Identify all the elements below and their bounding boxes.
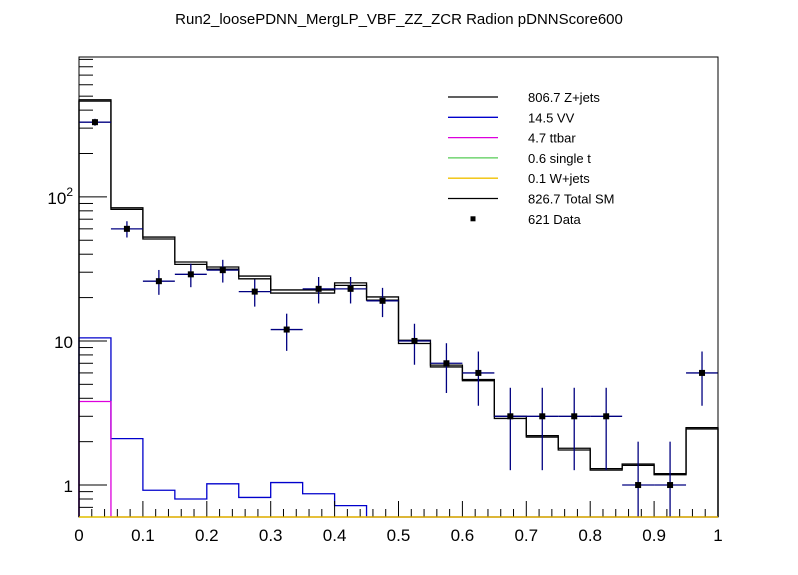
data-point [398, 323, 431, 365]
legend-label: 0.6 single t [528, 151, 591, 166]
data-point [110, 221, 143, 238]
data-point [590, 387, 623, 471]
data-point [142, 269, 175, 295]
chart-title: Run2_loosePDNN_MergLP_VBF_ZZ_ZCR Radion … [175, 11, 623, 28]
data-marker [507, 413, 514, 420]
legend-label: 0.1 W+jets [528, 171, 590, 186]
data-marker [667, 482, 674, 489]
data-marker [123, 225, 130, 232]
data-point [366, 287, 399, 318]
x-tick-label: 1 [713, 526, 722, 545]
data-point [526, 387, 559, 471]
x-tick-label: 0.2 [195, 526, 219, 545]
data-point [174, 263, 207, 288]
data-marker [347, 285, 354, 292]
x-tick-label: 0.1 [131, 526, 155, 545]
x-tick-label: 0.8 [578, 526, 602, 545]
legend-label: 14.5 VV [528, 110, 575, 125]
x-tick-label: 0 [74, 526, 83, 545]
legend-entry-ttbar: 4.7 ttbar [448, 131, 576, 146]
legend-entry-single-t: 0.6 single t [448, 151, 591, 166]
data-marker [283, 326, 290, 333]
series-vv-step [78, 337, 718, 518]
data-marker [219, 267, 226, 274]
data-point [654, 441, 687, 517]
data-marker [91, 119, 98, 126]
y-tick-label: 102 [47, 185, 73, 208]
legend-entry-vv: 14.5 VV [448, 110, 575, 125]
data-marker [475, 369, 482, 376]
legend-entry-w-jets: 0.1 W+jets [448, 171, 590, 186]
x-tick-label: 0.7 [514, 526, 538, 545]
x-tick-label: 0.6 [451, 526, 475, 545]
x-tick-label: 0.5 [387, 526, 411, 545]
data-marker [155, 278, 162, 285]
x-tick-label: 0.4 [323, 526, 347, 545]
data-point [334, 276, 367, 304]
legend-label: 621 Data [528, 212, 582, 227]
data-point [206, 259, 239, 283]
data-marker [603, 413, 610, 420]
data-point [79, 118, 111, 126]
data-marker [251, 288, 258, 295]
legend-entry-total-sm: 826.7 Total SM [448, 192, 614, 207]
series-ttbar-step [78, 400, 718, 518]
plot-area [78, 99, 719, 518]
legend-label: 826.7 Total SM [528, 192, 614, 207]
data-marker [187, 271, 194, 278]
y-tick-exponent: 2 [66, 185, 73, 199]
data-point [558, 387, 591, 471]
data-marker [699, 369, 706, 376]
data-point [622, 441, 655, 517]
data-marker [571, 413, 578, 420]
data-point [494, 387, 527, 471]
series-total-sm-step [78, 99, 719, 517]
legend-marker [470, 216, 476, 222]
x-tick-label: 0.9 [642, 526, 666, 545]
data-marker [635, 482, 642, 489]
data-marker [379, 297, 386, 304]
plot-frame [78, 56, 719, 518]
data-point [238, 279, 271, 307]
data-point [462, 351, 495, 406]
x-tick-label: 0.3 [259, 526, 283, 545]
data-marker [443, 360, 450, 367]
legend-label: 806.7 Z+jets [528, 90, 600, 105]
data-marker [315, 285, 322, 292]
y-tick-label: 10 [54, 333, 73, 352]
data-marker [411, 337, 418, 344]
data-point [302, 276, 335, 304]
legend: 806.7 Z+jets 14.5 VV 4.7 ttbar 0.6 single t… [448, 90, 614, 227]
y-tick-base: 10 [47, 189, 66, 208]
legend-entry-z-jets: 806.7 Z+jets [448, 90, 600, 105]
data-point [686, 351, 718, 406]
data-marker [539, 413, 546, 420]
legend-label: 4.7 ttbar [528, 131, 576, 146]
data-point [270, 313, 303, 351]
y-tick-label: 1 [64, 477, 73, 496]
legend-entry-data: 621 Data [470, 212, 582, 227]
data-point [430, 343, 463, 393]
